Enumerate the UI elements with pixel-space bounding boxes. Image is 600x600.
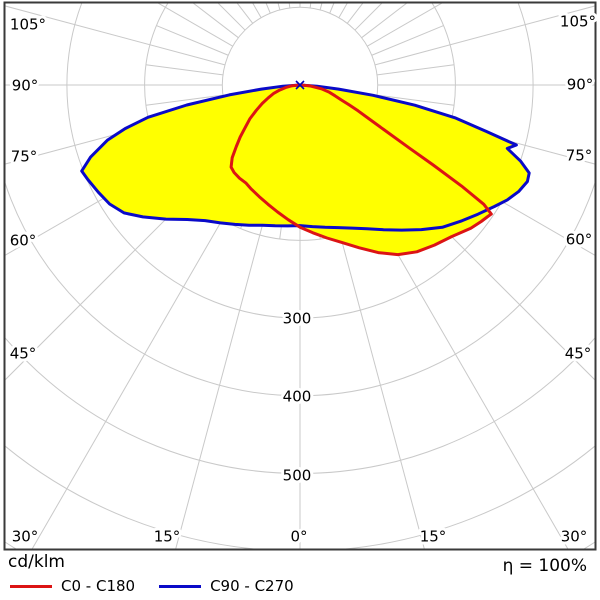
angle-tick-label: 105° xyxy=(10,15,46,33)
angle-tick-label: 105° xyxy=(560,12,596,30)
angle-tick-label: 90° xyxy=(567,75,594,93)
c0-c180-fill xyxy=(231,85,492,255)
legend-label-c90: C90 - C270 xyxy=(210,577,294,595)
c0-c180-curve xyxy=(229,83,493,257)
unit-label: cd/klm xyxy=(8,552,65,572)
angle-tick-label: 45° xyxy=(10,344,37,362)
radial-tick-label: 300 xyxy=(283,309,312,327)
angle-tick-label: 75° xyxy=(11,147,38,165)
c90-c270-curve xyxy=(80,83,531,232)
angle-tick-label: 90° xyxy=(12,76,39,94)
legend: C0 - C180 C90 - C270 xyxy=(10,577,318,595)
chart-frame xyxy=(3,1,597,551)
radial-tick-label: 400 xyxy=(283,387,312,405)
legend-label-c0: C0 - C180 xyxy=(61,577,136,595)
legend-line-c90-icon xyxy=(159,584,202,588)
pole-marker-icon xyxy=(295,80,305,90)
angle-tick-label: 30° xyxy=(561,527,588,545)
angle-tick-label: 0° xyxy=(290,527,307,545)
radial-tick-label: 500 xyxy=(283,466,312,484)
efficiency-label: η = 100% xyxy=(502,556,587,576)
angle-tick-label: 60° xyxy=(10,231,37,249)
axis-labels: 105° 90° 75° 60° 45° 30° 15° 0° 15° 30° 45° 60° 75° 9… xyxy=(7,9,599,548)
angle-tick-label: 45° xyxy=(565,344,592,362)
angle-tick-label: 15° xyxy=(154,527,181,545)
angle-tick-label: 15° xyxy=(420,527,447,545)
legend-line-c0-icon xyxy=(10,584,52,588)
angle-tick-label: 30° xyxy=(12,527,39,545)
angle-tick-label: 60° xyxy=(566,230,593,248)
angle-tick-label: 75° xyxy=(566,146,593,164)
